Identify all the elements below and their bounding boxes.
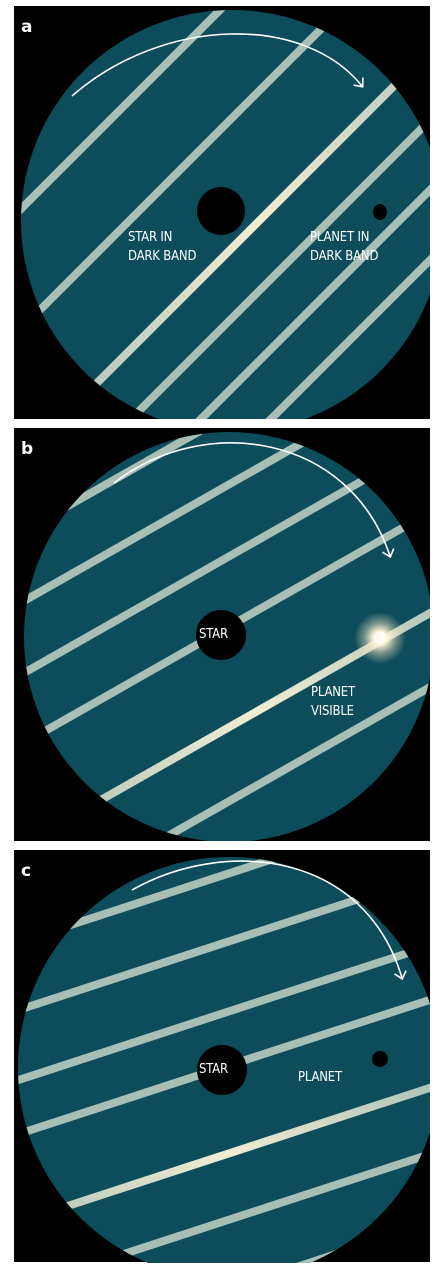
star (196, 610, 246, 660)
planet (374, 632, 386, 644)
star (197, 1045, 247, 1095)
planet (372, 1051, 388, 1067)
fringe-band (251, 10, 430, 419)
planet-label: PLANET VISIBLE (311, 683, 355, 721)
disc-diagram-b (24, 432, 430, 841)
star-label: STAR (199, 1060, 228, 1079)
fringe-band (24, 436, 430, 694)
fringe-band (181, 10, 430, 419)
star-label: STAR (199, 625, 228, 644)
planet-label: PLANET IN DARK BAND (310, 228, 378, 266)
disc-diagram-c (18, 857, 430, 1263)
planet-label-line: DARK BAND (310, 249, 379, 264)
star-label: STAR IN DARK BAND (128, 228, 196, 266)
panel-b: b STAR PLANET VISIBLE (14, 428, 430, 841)
star-label-line: STAR (199, 627, 228, 642)
star-label-line: STAR (199, 1062, 228, 1077)
panel-letter: a (21, 17, 33, 37)
panel-a: a STAR IN DARK BAND PLANET IN DARK BAND (14, 6, 430, 419)
planet-label-line: PLANET (311, 685, 355, 700)
disc-diagram-a (21, 10, 430, 419)
panel-letter: b (21, 439, 34, 459)
fringe-band (24, 432, 430, 622)
panel-letter: c (21, 861, 32, 881)
rotation-arrow (71, 33, 364, 97)
rotation-arrow (113, 442, 395, 559)
planet-label-line: PLANET IN (310, 230, 370, 245)
star-label-line: STAR IN (128, 230, 173, 245)
fringe-band (18, 1076, 430, 1234)
fringe-band (18, 934, 430, 1092)
planet-label-line: VISIBLE (311, 704, 354, 719)
rotation-arrow (131, 860, 407, 981)
fringe-band (111, 10, 430, 419)
fringe-band (21, 10, 347, 319)
star-label-line: DARK BAND (128, 249, 197, 264)
star (197, 187, 245, 235)
planet-label-line: PLANET (298, 1070, 342, 1085)
planet (373, 204, 387, 220)
panel-c: c STAR PLANET (14, 850, 430, 1263)
planet-label: PLANET (298, 1068, 342, 1087)
